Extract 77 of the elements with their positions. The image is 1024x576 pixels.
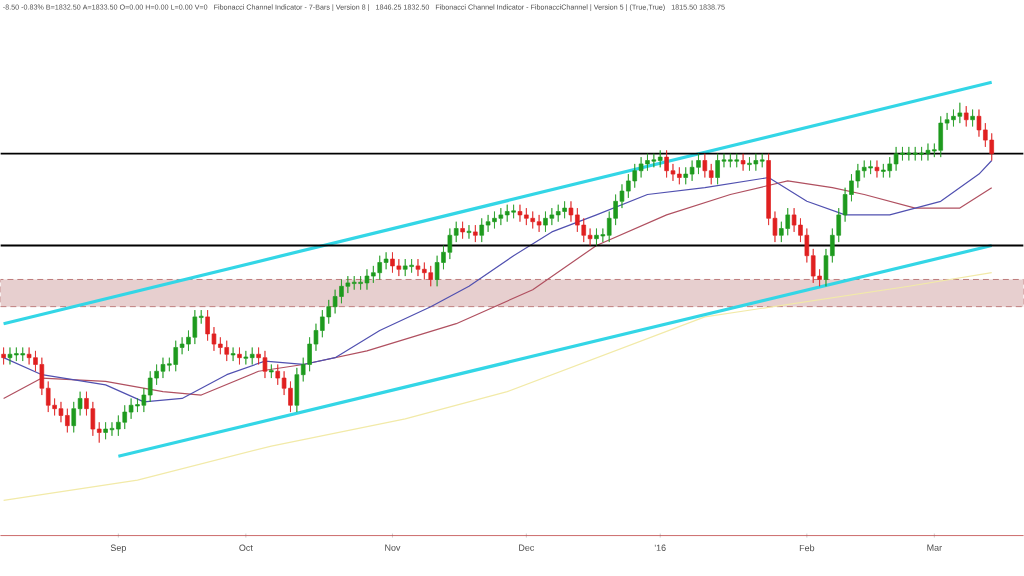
candlestick — [677, 167, 682, 185]
candlestick — [192, 309, 198, 345]
candlestick — [243, 350, 249, 366]
candlestick — [460, 221, 465, 240]
candlestick — [511, 204, 516, 219]
candlestick — [7, 347, 13, 366]
candlestick — [785, 207, 790, 236]
candlestick — [402, 258, 408, 277]
candlestick — [759, 153, 765, 168]
candlestick — [466, 224, 472, 240]
candlestick — [696, 153, 701, 175]
candlestick — [683, 167, 688, 185]
candlestick — [230, 347, 236, 362]
candlestick — [1, 347, 6, 366]
candlestick — [753, 153, 759, 172]
candlestick — [555, 204, 561, 223]
candlestick — [549, 207, 555, 226]
candlestick — [65, 408, 70, 434]
candlestick — [422, 262, 427, 281]
candlestick — [651, 153, 657, 168]
candlestick — [645, 153, 650, 172]
candlestick — [951, 109, 956, 128]
candlestick — [428, 265, 433, 287]
candlestick — [543, 211, 548, 233]
candlestick — [173, 340, 178, 372]
candlestick — [881, 163, 886, 179]
candlestick — [562, 201, 567, 219]
candlestick — [963, 105, 969, 128]
candlestick — [122, 405, 127, 430]
candlestick — [269, 364, 274, 379]
candlestick — [664, 150, 669, 179]
candlestick — [409, 258, 414, 274]
candlestick — [249, 347, 255, 366]
candlestick — [919, 146, 924, 162]
candlestick — [26, 347, 32, 366]
candlestick — [492, 211, 497, 230]
candlestick — [390, 252, 395, 274]
candlestick — [160, 357, 166, 379]
candlestick — [728, 153, 733, 168]
candlestick — [473, 224, 478, 243]
candlestick — [874, 160, 880, 179]
candlestick — [530, 211, 535, 230]
candlestick — [20, 347, 25, 362]
candlestick — [906, 146, 912, 162]
candlestick — [715, 153, 720, 185]
candlestick — [925, 143, 931, 162]
candlestick — [498, 207, 504, 226]
candlestick — [524, 207, 529, 226]
candlestick — [594, 228, 599, 247]
candlestick — [734, 153, 739, 168]
candlestick — [396, 258, 402, 277]
candlestick — [504, 204, 510, 223]
candlestick — [262, 350, 268, 379]
candlestick — [224, 340, 229, 362]
candlestick — [377, 255, 382, 281]
candlestick — [517, 204, 523, 223]
candlestick — [747, 156, 752, 172]
candlestick — [868, 160, 873, 175]
candlestick — [970, 109, 975, 128]
candlestick — [103, 422, 108, 440]
candlestick — [415, 258, 421, 277]
candlestick — [364, 269, 370, 291]
candlestick — [893, 146, 899, 172]
candlestick — [536, 214, 542, 233]
candlestick — [702, 153, 708, 179]
candlestick — [479, 218, 484, 243]
candlestick — [912, 146, 918, 162]
candlestick — [14, 347, 19, 362]
candlestick — [689, 160, 695, 182]
candlestick — [740, 153, 746, 172]
candlestick — [957, 102, 963, 124]
candlestick — [938, 116, 943, 158]
candlestick — [657, 150, 663, 168]
candlestick — [351, 275, 357, 291]
candlestick — [109, 422, 115, 437]
candlestick — [358, 275, 363, 291]
candlestick — [237, 347, 242, 366]
